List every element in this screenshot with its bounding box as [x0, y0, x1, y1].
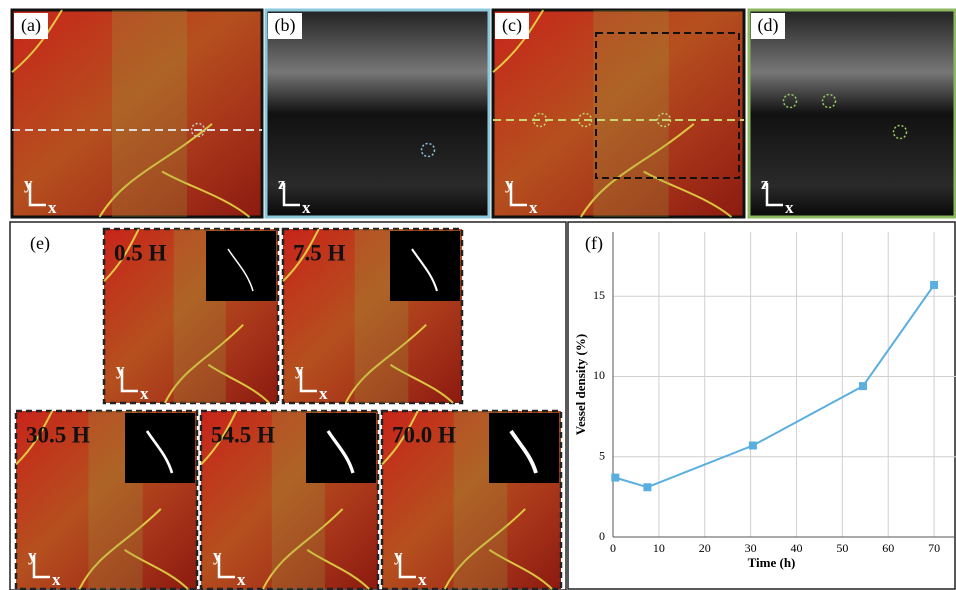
axis-letter: x — [319, 384, 328, 403]
x-tick-label: 30 — [745, 541, 757, 555]
axis-letter: y — [24, 174, 33, 193]
axis-letter: y — [213, 546, 222, 565]
x-tick-label: 60 — [882, 541, 894, 555]
image-panel — [749, 10, 955, 217]
tissue-haze — [112, 10, 187, 217]
axis-letter: x — [529, 198, 538, 217]
data-point — [930, 281, 938, 289]
axis-letter: x — [785, 198, 794, 217]
data-point — [643, 483, 651, 491]
panel-label: (a) — [21, 15, 41, 36]
panel-label: (f) — [585, 233, 603, 254]
figure: (a)yx(b)zx(c)yx(d)zx(e)0.5 Hyx7.5 Hyx30.… — [0, 0, 956, 590]
axis-letter: x — [52, 570, 61, 589]
time-label: 70.0 H — [392, 422, 456, 447]
panel-label: (c) — [502, 15, 522, 36]
data-point — [859, 382, 867, 390]
time-label: 30.5 H — [26, 422, 90, 447]
axis-letter: z — [761, 174, 769, 193]
panel-label: (b) — [275, 15, 296, 36]
axis-letter: x — [140, 384, 149, 403]
x-tick-label: 50 — [836, 541, 848, 555]
y-tick-label: 15 — [593, 288, 605, 302]
axis-letter: z — [278, 174, 286, 193]
axis-letter: x — [237, 570, 246, 589]
time-label: 54.5 H — [211, 422, 275, 447]
axis-letter: x — [418, 570, 427, 589]
axis-letter: y — [28, 546, 37, 565]
axis-letter: y — [394, 546, 403, 565]
axis-letter: y — [295, 360, 304, 379]
x-tick-label: 40 — [790, 541, 802, 555]
x-tick-label: 70 — [928, 541, 940, 555]
panel-label: (e) — [30, 233, 50, 254]
y-axis-label: Vessel density (%) — [573, 334, 588, 435]
y-tick-label: 10 — [593, 368, 605, 382]
axis-letter: y — [505, 174, 514, 193]
x-axis-label: Time (h) — [748, 555, 796, 570]
x-tick-label: 10 — [653, 541, 665, 555]
axis-letter: y — [116, 360, 125, 379]
time-label: 0.5 H — [114, 240, 167, 265]
time-label: 7.5 H — [293, 240, 346, 265]
y-tick-label: 5 — [599, 448, 605, 462]
data-point — [611, 474, 619, 482]
axis-letter: x — [48, 198, 57, 217]
y-tick-label: 0 — [599, 529, 605, 543]
image-panel — [266, 10, 489, 217]
data-point — [749, 442, 757, 450]
tissue-haze — [593, 10, 668, 217]
panel-f-frame — [568, 222, 955, 589]
axis-letter: x — [302, 198, 311, 217]
x-tick-label: 0 — [610, 541, 616, 555]
panel-label: (d) — [758, 15, 779, 36]
x-tick-label: 20 — [699, 541, 711, 555]
